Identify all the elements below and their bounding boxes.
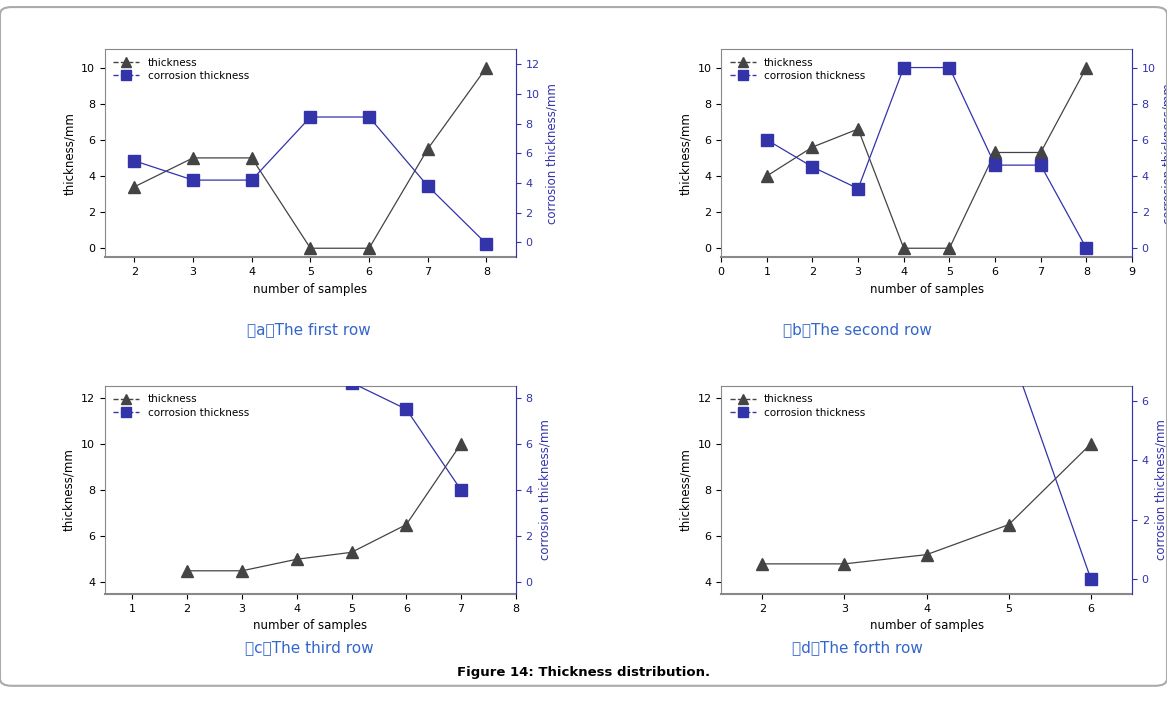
X-axis label: number of samples: number of samples (253, 619, 368, 632)
Legend: thickness, corrosion thickness: thickness, corrosion thickness (110, 54, 252, 84)
thickness (760, 172, 774, 180)
corrosion thickness (399, 405, 413, 414)
Legend: thickness, corrosion thickness: thickness, corrosion thickness (726, 54, 868, 84)
corrosion thickness (289, 368, 303, 377)
corrosion thickness (838, 278, 852, 286)
thickness (1034, 148, 1048, 157)
Legend: thickness, corrosion thickness: thickness, corrosion thickness (110, 391, 252, 421)
thickness (399, 520, 413, 529)
X-axis label: number of samples: number of samples (253, 283, 368, 296)
Text: （c）The third row: （c）The third row (245, 640, 373, 655)
corrosion thickness (1079, 244, 1093, 252)
Line: thickness: thickness (756, 438, 1097, 569)
corrosion thickness (760, 136, 774, 144)
thickness (289, 555, 303, 563)
thickness (755, 560, 769, 568)
corrosion thickness (344, 378, 358, 387)
corrosion thickness (480, 240, 494, 248)
X-axis label: number of samples: number of samples (869, 619, 984, 632)
Line: thickness: thickness (761, 62, 1092, 254)
Legend: thickness, corrosion thickness: thickness, corrosion thickness (726, 391, 868, 421)
Line: corrosion thickness: corrosion thickness (761, 62, 1092, 254)
corrosion thickness (1084, 575, 1098, 583)
Line: corrosion thickness: corrosion thickness (128, 112, 492, 250)
corrosion thickness (303, 113, 317, 122)
thickness (454, 440, 468, 448)
Y-axis label: corrosion thickness/mm: corrosion thickness/mm (538, 419, 551, 561)
thickness (896, 244, 910, 252)
thickness (988, 148, 1002, 157)
thickness (245, 153, 259, 162)
Line: corrosion thickness: corrosion thickness (182, 358, 467, 496)
corrosion thickness (362, 113, 376, 122)
thickness (180, 566, 194, 575)
thickness (851, 124, 865, 133)
thickness (303, 244, 317, 252)
corrosion thickness (186, 176, 200, 185)
corrosion thickness (1034, 161, 1048, 170)
thickness (421, 145, 435, 153)
Y-axis label: thickness/mm: thickness/mm (63, 112, 76, 195)
thickness (362, 244, 376, 252)
X-axis label: number of samples: number of samples (869, 283, 984, 296)
corrosion thickness (1001, 341, 1015, 350)
thickness (805, 143, 819, 151)
Text: Figure 14: Thickness distribution.: Figure 14: Thickness distribution. (457, 666, 710, 679)
thickness (1001, 520, 1015, 529)
thickness (480, 64, 494, 72)
thickness (186, 153, 200, 162)
thickness (943, 244, 957, 252)
corrosion thickness (943, 64, 957, 72)
Y-axis label: corrosion thickness/mm: corrosion thickness/mm (545, 83, 558, 224)
corrosion thickness (896, 64, 910, 72)
thickness (1084, 440, 1098, 448)
corrosion thickness (851, 185, 865, 193)
Text: （a）The first row: （a）The first row (247, 322, 371, 337)
corrosion thickness (245, 176, 259, 185)
Y-axis label: corrosion thickness/mm: corrosion thickness/mm (1161, 83, 1167, 224)
Y-axis label: corrosion thickness/mm: corrosion thickness/mm (1154, 419, 1167, 561)
Text: （d）The forth row: （d）The forth row (792, 640, 923, 655)
Y-axis label: thickness/mm: thickness/mm (679, 448, 692, 532)
corrosion thickness (920, 293, 934, 301)
Line: corrosion thickness: corrosion thickness (756, 276, 1097, 585)
thickness (344, 548, 358, 556)
thickness (1079, 64, 1093, 72)
corrosion thickness (988, 161, 1002, 170)
thickness (127, 182, 141, 191)
Text: （b）The second row: （b）The second row (783, 322, 932, 337)
Y-axis label: thickness/mm: thickness/mm (63, 448, 76, 532)
Line: thickness: thickness (128, 62, 492, 254)
corrosion thickness (235, 358, 249, 367)
corrosion thickness (127, 156, 141, 165)
corrosion thickness (180, 358, 194, 367)
corrosion thickness (421, 182, 435, 190)
thickness (838, 560, 852, 568)
corrosion thickness (755, 278, 769, 286)
thickness (235, 566, 249, 575)
corrosion thickness (805, 163, 819, 171)
thickness (920, 550, 934, 559)
corrosion thickness (454, 486, 468, 494)
Line: thickness: thickness (182, 438, 467, 576)
Y-axis label: thickness/mm: thickness/mm (679, 112, 692, 195)
